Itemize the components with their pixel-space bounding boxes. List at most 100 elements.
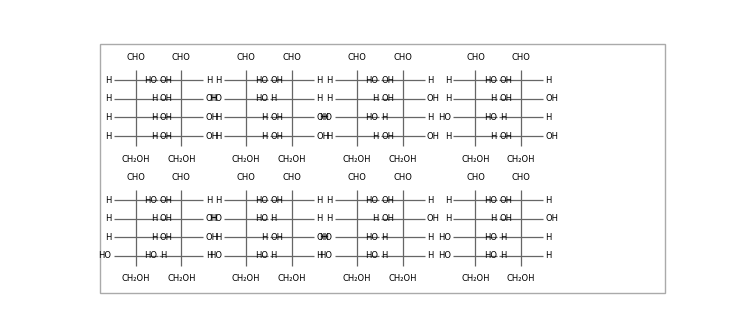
Text: H: H xyxy=(261,113,267,122)
Text: CHO: CHO xyxy=(172,53,190,62)
Text: H: H xyxy=(270,251,277,260)
Text: CH₂OH: CH₂OH xyxy=(232,274,261,283)
Text: H: H xyxy=(216,132,222,141)
Text: OH: OH xyxy=(270,113,284,122)
Text: H: H xyxy=(545,76,552,85)
Text: OH: OH xyxy=(160,76,173,85)
Text: CHO: CHO xyxy=(282,53,301,62)
Text: H: H xyxy=(216,232,222,241)
Text: CH₂OH: CH₂OH xyxy=(278,155,306,164)
Text: OH: OH xyxy=(160,132,173,141)
Text: HO: HO xyxy=(255,251,267,260)
Text: HO: HO xyxy=(365,232,378,241)
Text: H: H xyxy=(151,95,157,104)
Text: HO: HO xyxy=(365,76,378,85)
Text: HO: HO xyxy=(255,95,267,104)
Text: CHO: CHO xyxy=(466,53,485,62)
Text: H: H xyxy=(105,214,111,223)
Text: H: H xyxy=(545,113,552,122)
Text: H: H xyxy=(326,76,332,85)
Text: OH: OH xyxy=(160,113,173,122)
Text: OH: OH xyxy=(500,76,512,85)
Text: CH₂OH: CH₂OH xyxy=(343,274,371,283)
Text: H: H xyxy=(151,113,157,122)
Text: OH: OH xyxy=(545,214,559,223)
Text: CHO: CHO xyxy=(512,53,530,62)
Text: H: H xyxy=(444,214,451,223)
Text: CH₂OH: CH₂OH xyxy=(121,155,150,164)
Text: CH₂OH: CH₂OH xyxy=(507,155,536,164)
Text: H: H xyxy=(326,214,332,223)
Text: H: H xyxy=(316,76,323,85)
Text: H: H xyxy=(261,132,267,141)
Text: H: H xyxy=(427,232,433,241)
Text: OH: OH xyxy=(381,132,394,141)
Text: HO: HO xyxy=(144,76,157,85)
Text: OH: OH xyxy=(500,214,512,223)
Text: H: H xyxy=(491,132,497,141)
Text: H: H xyxy=(205,195,212,204)
Text: HO: HO xyxy=(320,113,332,122)
Text: H: H xyxy=(316,195,323,204)
Text: OH: OH xyxy=(205,95,219,104)
Text: OH: OH xyxy=(500,95,512,104)
Text: CHO: CHO xyxy=(512,173,530,182)
Text: H: H xyxy=(372,95,378,104)
Text: CHO: CHO xyxy=(393,53,412,62)
Text: CHO: CHO xyxy=(237,173,255,182)
Text: H: H xyxy=(105,232,111,241)
Text: OH: OH xyxy=(381,76,394,85)
Text: CH₂OH: CH₂OH xyxy=(343,155,371,164)
Text: H: H xyxy=(427,195,433,204)
Text: H: H xyxy=(500,251,506,260)
Text: OH: OH xyxy=(270,195,284,204)
Text: CH₂OH: CH₂OH xyxy=(232,155,261,164)
Text: HO: HO xyxy=(484,113,497,122)
Text: CHO: CHO xyxy=(282,173,301,182)
Text: CHO: CHO xyxy=(126,173,145,182)
Text: H: H xyxy=(151,132,157,141)
Text: HO: HO xyxy=(320,232,332,241)
Text: HO: HO xyxy=(209,214,222,223)
Text: H: H xyxy=(151,214,157,223)
Text: OH: OH xyxy=(316,232,329,241)
Text: H: H xyxy=(545,195,552,204)
Text: HO: HO xyxy=(144,195,157,204)
Text: OH: OH xyxy=(427,132,440,141)
Text: CHO: CHO xyxy=(347,173,366,182)
Text: H: H xyxy=(427,251,433,260)
Text: OH: OH xyxy=(545,132,559,141)
Text: OH: OH xyxy=(160,232,173,241)
Text: H: H xyxy=(160,251,167,260)
Text: OH: OH xyxy=(427,214,440,223)
Text: OH: OH xyxy=(205,232,219,241)
Text: HO: HO xyxy=(484,232,497,241)
Text: HO: HO xyxy=(209,251,222,260)
Text: H: H xyxy=(545,251,552,260)
Text: HO: HO xyxy=(484,76,497,85)
Text: H: H xyxy=(326,195,332,204)
Text: CHO: CHO xyxy=(466,173,485,182)
Text: OH: OH xyxy=(205,132,219,141)
Text: H: H xyxy=(316,95,323,104)
Text: H: H xyxy=(270,214,277,223)
Text: HO: HO xyxy=(320,251,332,260)
Text: CHO: CHO xyxy=(393,173,412,182)
Text: H: H xyxy=(151,232,157,241)
Text: H: H xyxy=(444,76,451,85)
Text: H: H xyxy=(105,132,111,141)
Text: H: H xyxy=(427,76,433,85)
Text: OH: OH xyxy=(381,214,394,223)
Text: OH: OH xyxy=(270,232,284,241)
Text: HO: HO xyxy=(438,232,451,241)
Text: H: H xyxy=(105,113,111,122)
Text: H: H xyxy=(427,113,433,122)
Text: OH: OH xyxy=(316,132,329,141)
Text: HO: HO xyxy=(209,95,222,104)
Text: HO: HO xyxy=(99,251,111,260)
Text: OH: OH xyxy=(160,214,173,223)
Text: H: H xyxy=(270,95,277,104)
Text: H: H xyxy=(381,232,388,241)
Text: HO: HO xyxy=(255,195,267,204)
Text: OH: OH xyxy=(205,113,219,122)
